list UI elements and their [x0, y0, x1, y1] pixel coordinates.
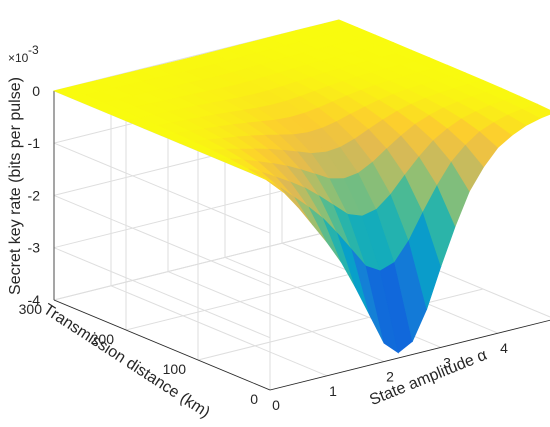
z-tick-label: -3: [28, 240, 41, 256]
grid-layer: [53, 19, 550, 391]
x-tick-label: 1: [329, 383, 337, 399]
tick-layer: 0-1-2-3-40100200300012345: [19, 83, 508, 413]
z-tick-label: -2: [28, 187, 41, 203]
z-exponent-power: -3: [28, 43, 39, 57]
gridline-z-side: [53, 194, 271, 286]
surface-patch: [522, 103, 550, 119]
y-tick-label: 200: [91, 331, 115, 347]
x-tick-label: 0: [272, 397, 280, 413]
gridline-d-floor: [53, 228, 340, 301]
z-tick-label: -1: [28, 135, 41, 151]
z-tick-label: 0: [32, 83, 40, 99]
gridline-alpha-floor: [110, 285, 328, 377]
gridline-z-side: [53, 142, 271, 234]
z-tick-label: -4: [28, 292, 41, 308]
surface-layer: [53, 19, 550, 354]
gridline-z-side: [53, 247, 271, 339]
y-tick-label: 100: [163, 361, 187, 377]
y-axis-line: [53, 299, 271, 391]
gridline-d-floor: [197, 288, 484, 361]
x-tick-label: 4: [500, 340, 508, 356]
x-tick-label: 2: [386, 369, 394, 385]
y-tick-label: 300: [19, 301, 43, 317]
z-exponent-base: ×10: [8, 51, 29, 65]
y-tick-label: 0: [250, 391, 258, 407]
x-axis-line: [269, 319, 550, 391]
x-tick-label: 3: [443, 354, 451, 370]
z-axis-label: Secret key rate (bits per pulse): [7, 77, 24, 295]
gridline-alpha-floor: [167, 271, 385, 363]
